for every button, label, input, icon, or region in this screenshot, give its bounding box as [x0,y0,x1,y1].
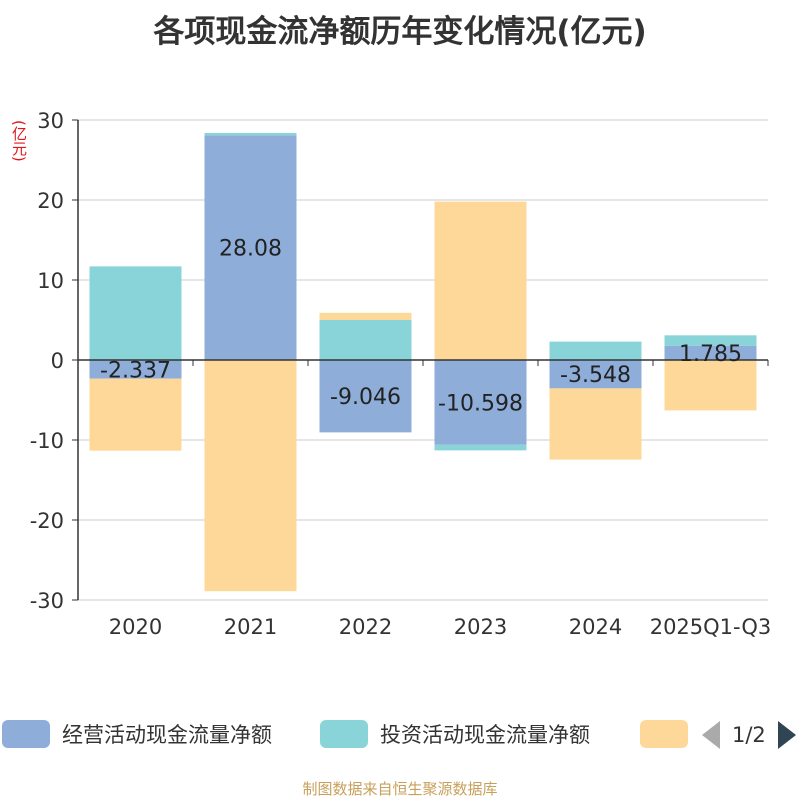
pager-next-icon[interactable] [777,721,796,749]
bar-series2-2024 [549,388,642,460]
y-tick-label: 10 [37,269,64,293]
y-axis-unit-label: (亿元) [10,120,28,162]
bar-series2-2021 [204,360,297,592]
y-tick-label: 30 [37,109,64,133]
x-tick-label: 2022 [339,615,392,639]
legend: 经营活动现金流量净额 投资活动现金流量净额 1/2 [0,716,800,756]
legend-item-operating[interactable]: 经营活动现金流量净额 [2,716,272,752]
x-tick-label: 2024 [569,615,622,639]
bar-series2-2025Q1-Q3 [664,360,757,411]
y-tick-label: 20 [37,189,64,213]
axes: 30 20 10 0 -10 -20 -30 2020 2021 2022 2023 2024 2025… [30,109,772,639]
bar-series1-2020 [89,266,182,360]
bar-series1-2021 [204,132,297,136]
x-tick-label: 2020 [109,615,162,639]
legend-label-investing: 投资活动现金流量净额 [380,723,590,747]
y-tick-label: 0 [51,349,64,373]
legend-pager: 1/2 [702,718,796,752]
chart-title: 各项现金流净额历年变化情况(亿元) [153,14,647,50]
y-tick-label: -20 [30,509,64,533]
bar-series0-2023 [434,360,527,445]
legend-swatch-operating [2,720,50,748]
legend-item-investing[interactable]: 投资活动现金流量净额 [320,716,590,752]
data-label-2020: -2.337 [100,358,171,383]
data-label-2025Q1-Q3: 1.785 [679,342,742,367]
bar-series2-2022 [319,312,412,320]
bar-series0-2024 [549,360,642,389]
bars [89,132,757,592]
data-labels: -2.337 28.08 -9.046 -10.598 -3.548 1.785 [100,237,742,417]
bar-series0-2021 [204,135,297,360]
bar-series2-2020 [89,378,182,451]
data-label-2022: -9.046 [330,385,401,410]
y-tick-label: -10 [30,429,64,453]
data-label-2023: -10.598 [438,391,523,416]
bar-series1-2022 [319,320,412,360]
bar-series0-2022 [319,360,412,433]
bar-series1-2024 [549,341,642,360]
x-tick-label: 2023 [454,615,507,639]
x-tick-label: 2021 [224,615,277,639]
pager-prev-icon[interactable] [702,721,720,749]
x-tick-label: 2025Q1-Q3 [650,615,772,639]
bar-series1-2023 [434,444,527,451]
data-label-2021: 28.08 [219,237,282,262]
bar-series1-2025Q1-Q3 [664,335,757,346]
legend-swatch-financing [640,720,688,748]
pager-text: 1/2 [732,723,766,747]
gridlines [78,119,768,601]
legend-swatch-investing [320,720,368,748]
data-source-footer: 制图数据来自恒生聚源数据库 [302,780,498,798]
bar-series2-2023 [434,201,527,360]
bar-series0-2025Q1-Q3 [664,345,757,360]
bar-series0-2020 [89,360,182,379]
y-tick-label: -30 [30,589,64,613]
data-label-2024: -3.548 [560,363,631,388]
legend-item-financing[interactable] [640,716,700,752]
stacked-bar-chart: 30 20 10 0 -10 -20 -30 2020 2021 2022 2023 2024 2025… [30,109,772,639]
legend-label-operating: 经营活动现金流量净额 [62,723,272,747]
